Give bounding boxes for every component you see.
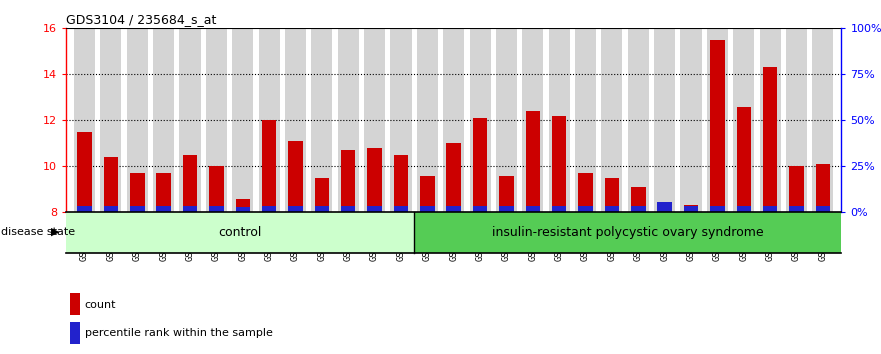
Bar xyxy=(816,164,830,212)
Bar xyxy=(737,206,751,212)
Bar xyxy=(654,28,675,212)
Bar xyxy=(763,206,777,212)
Text: control: control xyxy=(218,226,262,239)
Bar xyxy=(710,206,725,212)
Bar xyxy=(500,206,514,212)
Bar xyxy=(285,28,306,212)
Bar xyxy=(315,178,329,212)
Bar xyxy=(789,166,803,212)
Bar xyxy=(759,28,781,212)
Bar xyxy=(604,206,619,212)
Bar xyxy=(209,166,224,212)
Bar xyxy=(657,208,672,212)
Bar xyxy=(130,173,144,212)
Bar xyxy=(78,206,92,212)
Bar xyxy=(153,28,174,212)
Bar xyxy=(549,28,570,212)
Bar xyxy=(182,155,197,212)
Bar xyxy=(235,207,250,212)
Bar xyxy=(657,202,672,212)
Bar xyxy=(130,206,144,212)
Bar xyxy=(631,206,646,212)
Bar xyxy=(684,206,699,212)
Bar xyxy=(206,28,227,212)
Bar xyxy=(631,187,646,212)
Bar xyxy=(420,176,434,212)
Bar xyxy=(66,212,414,253)
Bar xyxy=(812,28,833,212)
Bar xyxy=(470,28,491,212)
Bar xyxy=(104,157,118,212)
Bar xyxy=(367,148,381,212)
Bar xyxy=(311,28,332,212)
Bar xyxy=(816,206,830,212)
Bar xyxy=(786,28,807,212)
Bar xyxy=(500,176,514,212)
Bar xyxy=(70,322,80,344)
Bar xyxy=(259,28,279,212)
Bar xyxy=(182,206,197,212)
Bar xyxy=(575,28,596,212)
Bar xyxy=(420,206,434,212)
Bar xyxy=(789,206,803,212)
Text: percentile rank within the sample: percentile rank within the sample xyxy=(85,328,272,338)
Bar xyxy=(578,206,593,212)
Bar xyxy=(70,293,80,315)
Bar xyxy=(552,206,566,212)
Bar xyxy=(341,150,356,212)
Bar xyxy=(710,40,725,212)
Bar xyxy=(526,111,540,212)
Bar xyxy=(288,141,303,212)
Bar xyxy=(78,132,92,212)
Bar xyxy=(100,28,122,212)
Bar xyxy=(180,28,201,212)
Bar xyxy=(417,28,438,212)
Bar xyxy=(733,28,754,212)
Bar xyxy=(74,28,95,212)
Bar xyxy=(262,120,277,212)
Text: insulin-resistant polycystic ovary syndrome: insulin-resistant polycystic ovary syndr… xyxy=(492,226,764,239)
Bar xyxy=(209,206,224,212)
Bar xyxy=(496,28,517,212)
Bar xyxy=(157,206,171,212)
Bar xyxy=(447,206,461,212)
Bar xyxy=(235,199,250,212)
Bar xyxy=(602,28,623,212)
Bar xyxy=(684,205,699,212)
Bar xyxy=(578,173,593,212)
Bar xyxy=(394,155,408,212)
Bar xyxy=(288,206,303,212)
Bar xyxy=(262,206,277,212)
Bar xyxy=(552,116,566,212)
Text: GDS3104 / 235684_s_at: GDS3104 / 235684_s_at xyxy=(66,13,217,26)
Bar xyxy=(707,28,728,212)
Bar xyxy=(628,28,648,212)
Bar xyxy=(763,67,777,212)
Text: ▶: ▶ xyxy=(51,227,60,237)
Bar xyxy=(447,143,461,212)
Bar xyxy=(680,28,701,212)
Bar xyxy=(315,206,329,212)
Bar xyxy=(157,173,171,212)
Bar xyxy=(414,212,841,253)
Bar xyxy=(341,206,356,212)
Bar xyxy=(604,178,619,212)
Bar xyxy=(473,206,487,212)
Bar xyxy=(390,28,411,212)
Bar xyxy=(473,118,487,212)
Bar xyxy=(104,206,118,212)
Bar xyxy=(522,28,544,212)
Bar xyxy=(364,28,385,212)
Bar xyxy=(337,28,359,212)
Bar xyxy=(526,206,540,212)
Bar xyxy=(737,107,751,212)
Bar xyxy=(127,28,148,212)
Bar xyxy=(443,28,464,212)
Bar xyxy=(233,28,254,212)
Text: count: count xyxy=(85,299,116,310)
Bar xyxy=(367,206,381,212)
Bar xyxy=(394,206,408,212)
Text: disease state: disease state xyxy=(1,227,75,237)
